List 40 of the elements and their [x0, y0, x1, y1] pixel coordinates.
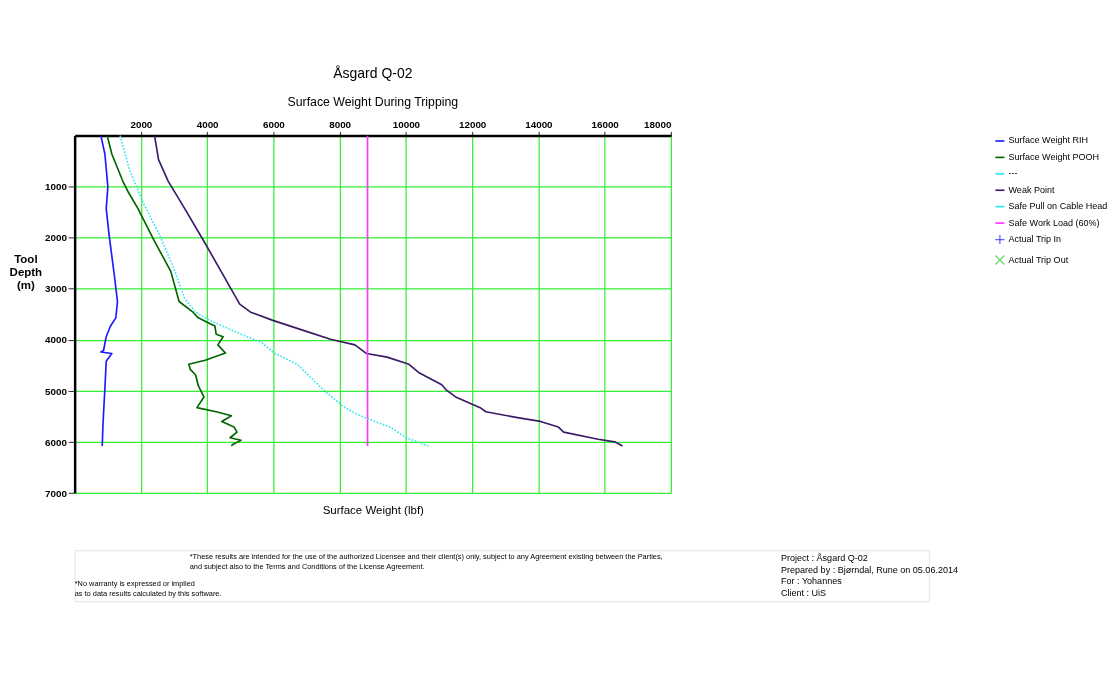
- x-tick-label: 2000: [130, 118, 153, 130]
- y-tick-label: 4000: [45, 334, 68, 346]
- x-tick-label: 6000: [262, 118, 286, 130]
- legend-label: Actual Trip In: [1008, 233, 1062, 244]
- text: *No warranty is expressed or implied: [74, 578, 195, 588]
- line-series: [100, 134, 119, 447]
- text: Prepared by : Bjørndal, Rune on 05.06.2014: [781, 564, 958, 575]
- legend-label: ---: [1008, 168, 1018, 179]
- y-axis-title: Tool Depth (m): [9, 252, 43, 292]
- legend-label: Safe Pull on Cable Head: [1008, 201, 1108, 212]
- line-series: [119, 134, 429, 447]
- y-tick-label: 2000: [45, 232, 68, 244]
- text: as to data results calculated by this software.: [74, 588, 222, 598]
- y-tick-label: 1000: [45, 181, 68, 193]
- chart-title: Åsgard Q-02: [333, 65, 413, 82]
- y-tick-label: 3000: [45, 283, 68, 295]
- legend-label: Surface Weight POOH: [1008, 151, 1100, 162]
- x-axis-title: Surface Weight (lbf): [322, 503, 425, 516]
- x-tick-label: 14000: [525, 118, 554, 130]
- y-tick-label: 7000: [45, 487, 68, 499]
- x-tick-label: 12000: [458, 118, 487, 130]
- x-tick-label: 16000: [591, 118, 620, 130]
- y-tick-label: 5000: [45, 385, 68, 397]
- legend-label: Actual Trip Out: [1008, 254, 1069, 265]
- chart-subtitle: Surface Weight During Tripping: [287, 95, 459, 110]
- line-series: [106, 134, 242, 447]
- text: *These results are intended for the use of the authorized Licensee and their client(s) only, subject to any Agreement existing between the Parties,: [189, 552, 663, 562]
- text: and subject also to the Terms and Conditions of the License Agreement.: [189, 562, 425, 572]
- text: Client : UiS: [781, 587, 827, 598]
- x-tick-label: 8000: [329, 118, 352, 130]
- x-tick-label: 10000: [392, 118, 421, 130]
- legend-label: Safe Work Load (60%): [1008, 217, 1100, 228]
- legend-label: Surface Weight RIH: [1008, 135, 1089, 146]
- line-series: [153, 134, 624, 447]
- x-tick-label: 4000: [196, 118, 220, 130]
- text: Project : Åsgard Q-02: [781, 553, 868, 564]
- x-tick-label: 18000: [644, 118, 672, 130]
- legend-label: Weak Point: [1008, 184, 1055, 195]
- text: For : Yohannes: [781, 576, 843, 587]
- y-tick-label: 6000: [45, 436, 68, 448]
